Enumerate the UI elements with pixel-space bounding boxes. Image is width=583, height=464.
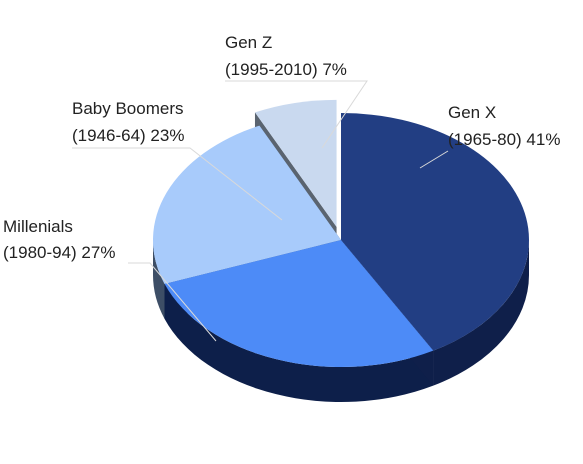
- leader-lines: [72, 80, 449, 342]
- slice-gen-x-edge: [433, 240, 529, 386]
- label-gen-x: Gen X (1965-80) 41%: [448, 103, 560, 149]
- label-gen-z-name: Gen Z: [225, 33, 272, 52]
- leader-line-gen-z: [225, 80, 368, 149]
- pie-slices: [153, 99, 529, 367]
- label-gen-z-detail: (1995-2010) 7%: [225, 60, 347, 79]
- leader-line-baby-boomers: [72, 147, 283, 221]
- label-millenials-detail: (1980-94) 27%: [3, 243, 115, 262]
- label-gen-x-name: Gen X: [448, 103, 496, 122]
- slice-millenials-edge: [164, 283, 434, 402]
- slice-gen-z: [254, 99, 337, 227]
- label-gen-z: Gen Z (1995-2010) 7%: [225, 33, 347, 79]
- label-baby-boomers-detail: (1946-64) 23%: [72, 126, 184, 145]
- label-baby-boomers-name: Baby Boomers: [72, 99, 184, 118]
- slice-baby-boomers: [153, 125, 341, 284]
- leader-line-gen-x: [419, 150, 449, 169]
- label-millenials-name: Millenials: [3, 217, 73, 236]
- slice-baby-boomers-edge: [153, 240, 165, 319]
- slice-gen-x: [341, 113, 529, 351]
- label-millenials: Millenials (1980-94) 27%: [3, 217, 115, 262]
- slice-millenials: [164, 240, 434, 367]
- label-gen-x-detail: (1965-80) 41%: [448, 130, 560, 149]
- label-baby-boomers: Baby Boomers (1946-64) 23%: [72, 99, 184, 145]
- leader-line-millenials: [128, 262, 217, 342]
